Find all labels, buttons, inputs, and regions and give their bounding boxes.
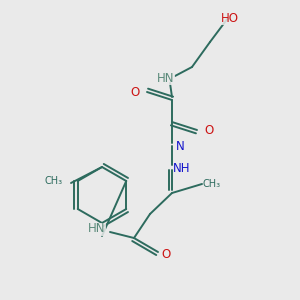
Text: HN: HN (88, 223, 106, 236)
Text: O: O (130, 85, 140, 98)
Text: O: O (204, 124, 214, 136)
Text: NH: NH (173, 161, 191, 175)
Text: HN: HN (157, 71, 175, 85)
Text: CH₃: CH₃ (203, 179, 221, 189)
Text: O: O (161, 248, 171, 262)
Text: N: N (176, 140, 184, 152)
Text: CH₃: CH₃ (45, 176, 63, 186)
Text: HO: HO (221, 11, 239, 25)
